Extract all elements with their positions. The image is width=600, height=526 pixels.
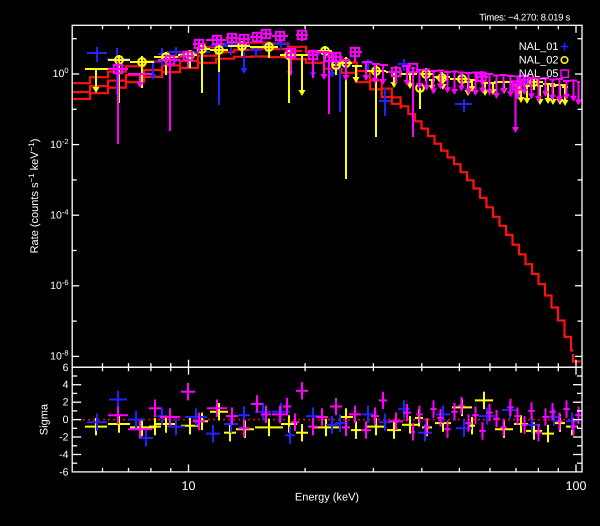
svg-text:Sigma: Sigma (39, 403, 51, 435)
svg-text:NAL_02: NAL_02 (519, 55, 559, 67)
svg-text:0: 0 (63, 414, 69, 426)
svg-text:-2: -2 (59, 432, 68, 444)
svg-text:2: 2 (63, 397, 69, 409)
svg-text:Times: −4.270: 8.019 s: Times: −4.270: 8.019 s (479, 13, 570, 24)
svg-text:-4: -4 (59, 449, 68, 461)
svg-text:Rate (counts s−1 keV−1): Rate (counts s−1 keV−1) (27, 139, 41, 254)
svg-text:-6: -6 (59, 466, 68, 478)
svg-text:NAL_01: NAL_01 (519, 41, 559, 53)
svg-text:6: 6 (63, 362, 69, 374)
svg-text:4: 4 (63, 379, 69, 391)
svg-text:Energy (keV): Energy (keV) (295, 492, 359, 504)
svg-text:10: 10 (182, 479, 196, 493)
svg-text:100: 100 (566, 479, 587, 493)
svg-text:NAL_05: NAL_05 (519, 68, 559, 80)
